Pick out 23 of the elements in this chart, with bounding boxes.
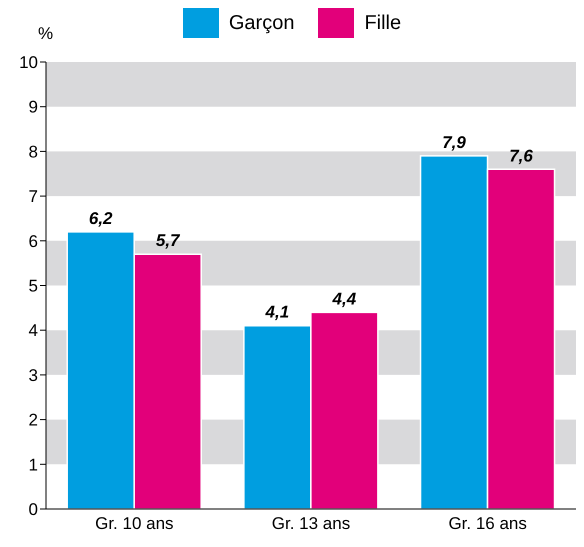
y-tick-label: 2 [28, 410, 38, 430]
legend-label: Fille [364, 12, 402, 34]
y-tick-label: 3 [28, 366, 38, 385]
data-label: 6,2 [88, 208, 114, 228]
y-tick-label: 4 [28, 321, 38, 340]
x-tick-label: Gr. 13 ans [272, 514, 350, 534]
data-label: 5,7 [156, 231, 182, 250]
data-label: 7,9 [442, 132, 466, 152]
data-label: 4,1 [264, 302, 290, 322]
y-axis-title: % [38, 24, 54, 44]
data-label: 7,6 [509, 146, 534, 166]
data-label: 4,4 [332, 289, 357, 308]
y-tick-label: 7 [28, 187, 38, 206]
y-tick-label: 8 [28, 142, 38, 162]
y-tick-label: 5 [28, 276, 38, 296]
y-tick-label: 0 [28, 500, 38, 520]
y-tick-label: 1 [28, 455, 38, 474]
x-tick-label: Gr. 10 ans [95, 514, 174, 534]
legend-label: Garçon [228, 12, 294, 34]
y-tick-label: 6 [28, 232, 38, 251]
y-tick-label: 10 [19, 53, 38, 72]
x-tick-label: Gr. 16 ans [448, 514, 527, 534]
y-tick-label: 9 [28, 98, 38, 117]
